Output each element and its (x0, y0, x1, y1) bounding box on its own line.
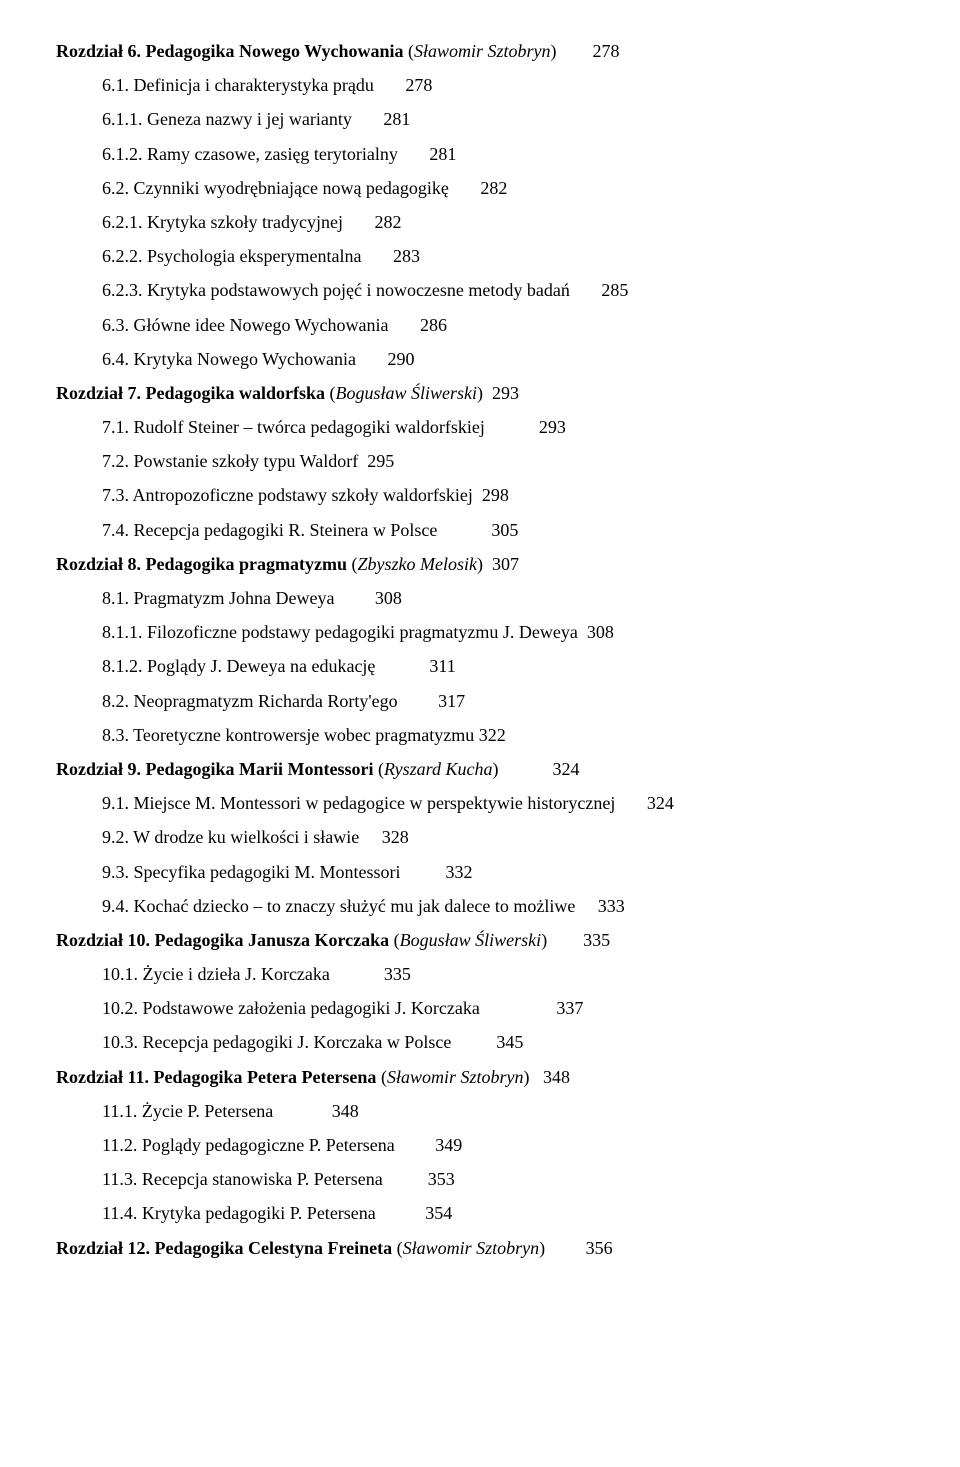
toc-line: 6.1. Definicja i charakterystyka prądu 2… (56, 68, 960, 102)
toc-line: 7.4. Recepcja pedagogiki R. Steinera w P… (56, 513, 960, 547)
toc-text: Sławomir Sztobryn (387, 1067, 524, 1087)
toc-text: Bogusław Śliwerski (400, 930, 542, 950)
toc-text: 10.3. Recepcja pedagogiki J. Korczaka w … (102, 1032, 523, 1052)
toc-text: 6.2. Czynniki wyodrębniające nową pedago… (102, 178, 507, 198)
toc-text: ( (373, 759, 384, 779)
toc-text: 8.1.2. Poglądy J. Deweya na edukację 311 (102, 656, 456, 676)
toc-line: Rozdział 10. Pedagogika Janusza Korczaka… (56, 923, 960, 957)
toc-text: 9.1. Miejsce M. Montessori w pedagogice … (102, 793, 674, 813)
toc-text: ) 278 (551, 41, 620, 61)
toc-text: 7.4. Recepcja pedagogiki R. Steinera w P… (102, 520, 518, 540)
toc-text: 11.2. Poglądy pedagogiczne P. Petersena … (102, 1135, 462, 1155)
toc-text: Rozdział 8. Pedagogika pragmatyzmu (56, 554, 347, 574)
toc-line: 11.4. Krytyka pedagogiki P. Petersena 35… (56, 1196, 960, 1230)
toc-line: Rozdział 9. Pedagogika Marii Montessori … (56, 752, 960, 786)
toc-line: 7.3. Antropozoficzne podstawy szkoły wal… (56, 478, 960, 512)
toc-line: 9.2. W drodze ku wielkości i sławie 328 (56, 820, 960, 854)
toc-line: Rozdział 6. Pedagogika Nowego Wychowania… (56, 34, 960, 68)
toc-line: 6.1.2. Ramy czasowe, zasięg terytorialny… (56, 137, 960, 171)
toc-text: ( (392, 1238, 403, 1258)
toc-text: 8.3. Teoretyczne kontrowersje wobec prag… (102, 725, 506, 745)
toc-text: ) 324 (492, 759, 579, 779)
toc-line: 11.1. Życie P. Petersena 348 (56, 1094, 960, 1128)
toc-text: 6.2.3. Krytyka podstawowych pojęć i nowo… (102, 280, 628, 300)
toc-text: 8.1. Pragmatyzm Johna Deweya 308 (102, 588, 402, 608)
toc-line: Rozdział 11. Pedagogika Petera Petersena… (56, 1060, 960, 1094)
toc-line: 6.2.3. Krytyka podstawowych pojęć i nowo… (56, 273, 960, 307)
toc-text: ) 293 (477, 383, 519, 403)
toc-line: 6.4. Krytyka Nowego Wychowania 290 (56, 342, 960, 376)
toc-text: Rozdział 11. Pedagogika Petera Petersena (56, 1067, 376, 1087)
toc-text: ) 356 (539, 1238, 613, 1258)
toc-line: 9.1. Miejsce M. Montessori w pedagogice … (56, 786, 960, 820)
toc-text: Ryszard Kucha (384, 759, 493, 779)
table-of-contents: Rozdział 6. Pedagogika Nowego Wychowania… (56, 34, 960, 1265)
toc-line: 9.4. Kochać dziecko – to znaczy służyć m… (56, 889, 960, 923)
toc-text: 9.4. Kochać dziecko – to znaczy służyć m… (102, 896, 625, 916)
toc-line: 7.1. Rudolf Steiner – twórca pedagogiki … (56, 410, 960, 444)
toc-line: 6.2.2. Psychologia eksperymentalna 283 (56, 239, 960, 273)
toc-text: 6.2.2. Psychologia eksperymentalna 283 (102, 246, 420, 266)
toc-text: 10.2. Podstawowe założenia pedagogiki J.… (102, 998, 583, 1018)
toc-text: 10.1. Życie i dzieła J. Korczaka 335 (102, 964, 411, 984)
toc-text: Rozdział 7. Pedagogika waldorfska (56, 383, 325, 403)
toc-text: Sławomir Sztobryn (414, 41, 551, 61)
toc-text: ) 348 (523, 1067, 570, 1087)
toc-line: Rozdział 8. Pedagogika pragmatyzmu (Zbys… (56, 547, 960, 581)
toc-line: 8.3. Teoretyczne kontrowersje wobec prag… (56, 718, 960, 752)
toc-text: ( (325, 383, 336, 403)
toc-line: 9.3. Specyfika pedagogiki M. Montessori … (56, 855, 960, 889)
toc-text: 8.2. Neopragmatyzm Richarda Rorty'ego 31… (102, 691, 465, 711)
toc-text: 11.4. Krytyka pedagogiki P. Petersena 35… (102, 1203, 452, 1223)
toc-line: 8.1.2. Poglądy J. Deweya na edukację 311 (56, 649, 960, 683)
toc-text: 11.1. Życie P. Petersena 348 (102, 1101, 359, 1121)
toc-text: Zbyszko Melosik (357, 554, 476, 574)
toc-line: 8.2. Neopragmatyzm Richarda Rorty'ego 31… (56, 684, 960, 718)
toc-text: ) 307 (477, 554, 519, 574)
toc-text: 9.3. Specyfika pedagogiki M. Montessori … (102, 862, 472, 882)
toc-line: 8.1.1. Filozoficzne podstawy pedagogiki … (56, 615, 960, 649)
toc-line: 6.3. Główne idee Nowego Wychowania 286 (56, 308, 960, 342)
toc-line: 10.3. Recepcja pedagogiki J. Korczaka w … (56, 1025, 960, 1059)
toc-line: 6.2.1. Krytyka szkoły tradycyjnej 282 (56, 205, 960, 239)
toc-text: ) 335 (541, 930, 610, 950)
toc-line: Rozdział 12. Pedagogika Celestyna Freine… (56, 1231, 960, 1265)
toc-text: Rozdział 9. Pedagogika Marii Montessori (56, 759, 373, 779)
toc-text: ( (389, 930, 400, 950)
toc-text: 7.1. Rudolf Steiner – twórca pedagogiki … (102, 417, 566, 437)
toc-line: Rozdział 7. Pedagogika waldorfska (Bogus… (56, 376, 960, 410)
toc-text: Rozdział 10. Pedagogika Janusza Korczaka (56, 930, 389, 950)
toc-line: 10.2. Podstawowe założenia pedagogiki J.… (56, 991, 960, 1025)
toc-text: Rozdział 6. Pedagogika Nowego Wychowania (56, 41, 404, 61)
toc-line: 6.1.1. Geneza nazwy i jej warianty 281 (56, 102, 960, 136)
toc-text: 6.1.1. Geneza nazwy i jej warianty 281 (102, 109, 410, 129)
toc-text: 6.1. Definicja i charakterystyka prądu 2… (102, 75, 432, 95)
toc-text: 9.2. W drodze ku wielkości i sławie 328 (102, 827, 409, 847)
toc-text: 7.2. Powstanie szkoły typu Waldorf 295 (102, 451, 394, 471)
toc-line: 8.1. Pragmatyzm Johna Deweya 308 (56, 581, 960, 615)
toc-text: 11.3. Recepcja stanowiska P. Petersena 3… (102, 1169, 455, 1189)
toc-text: 8.1.1. Filozoficzne podstawy pedagogiki … (102, 622, 614, 642)
toc-line: 6.2. Czynniki wyodrębniające nową pedago… (56, 171, 960, 205)
toc-text: ( (404, 41, 415, 61)
toc-text: Rozdział 12. Pedagogika Celestyna Freine… (56, 1238, 392, 1258)
toc-text: ( (347, 554, 358, 574)
toc-text: 6.4. Krytyka Nowego Wychowania 290 (102, 349, 415, 369)
toc-text: 6.2.1. Krytyka szkoły tradycyjnej 282 (102, 212, 401, 232)
toc-line: 7.2. Powstanie szkoły typu Waldorf 295 (56, 444, 960, 478)
toc-text: ( (376, 1067, 387, 1087)
toc-text: 7.3. Antropozoficzne podstawy szkoły wal… (102, 485, 509, 505)
toc-line: 10.1. Życie i dzieła J. Korczaka 335 (56, 957, 960, 991)
toc-line: 11.3. Recepcja stanowiska P. Petersena 3… (56, 1162, 960, 1196)
toc-text: Sławomir Sztobryn (403, 1238, 540, 1258)
toc-line: 11.2. Poglądy pedagogiczne P. Petersena … (56, 1128, 960, 1162)
toc-text: 6.1.2. Ramy czasowe, zasięg terytorialny… (102, 144, 456, 164)
toc-text: Bogusław Śliwerski (336, 383, 478, 403)
toc-text: 6.3. Główne idee Nowego Wychowania 286 (102, 315, 447, 335)
